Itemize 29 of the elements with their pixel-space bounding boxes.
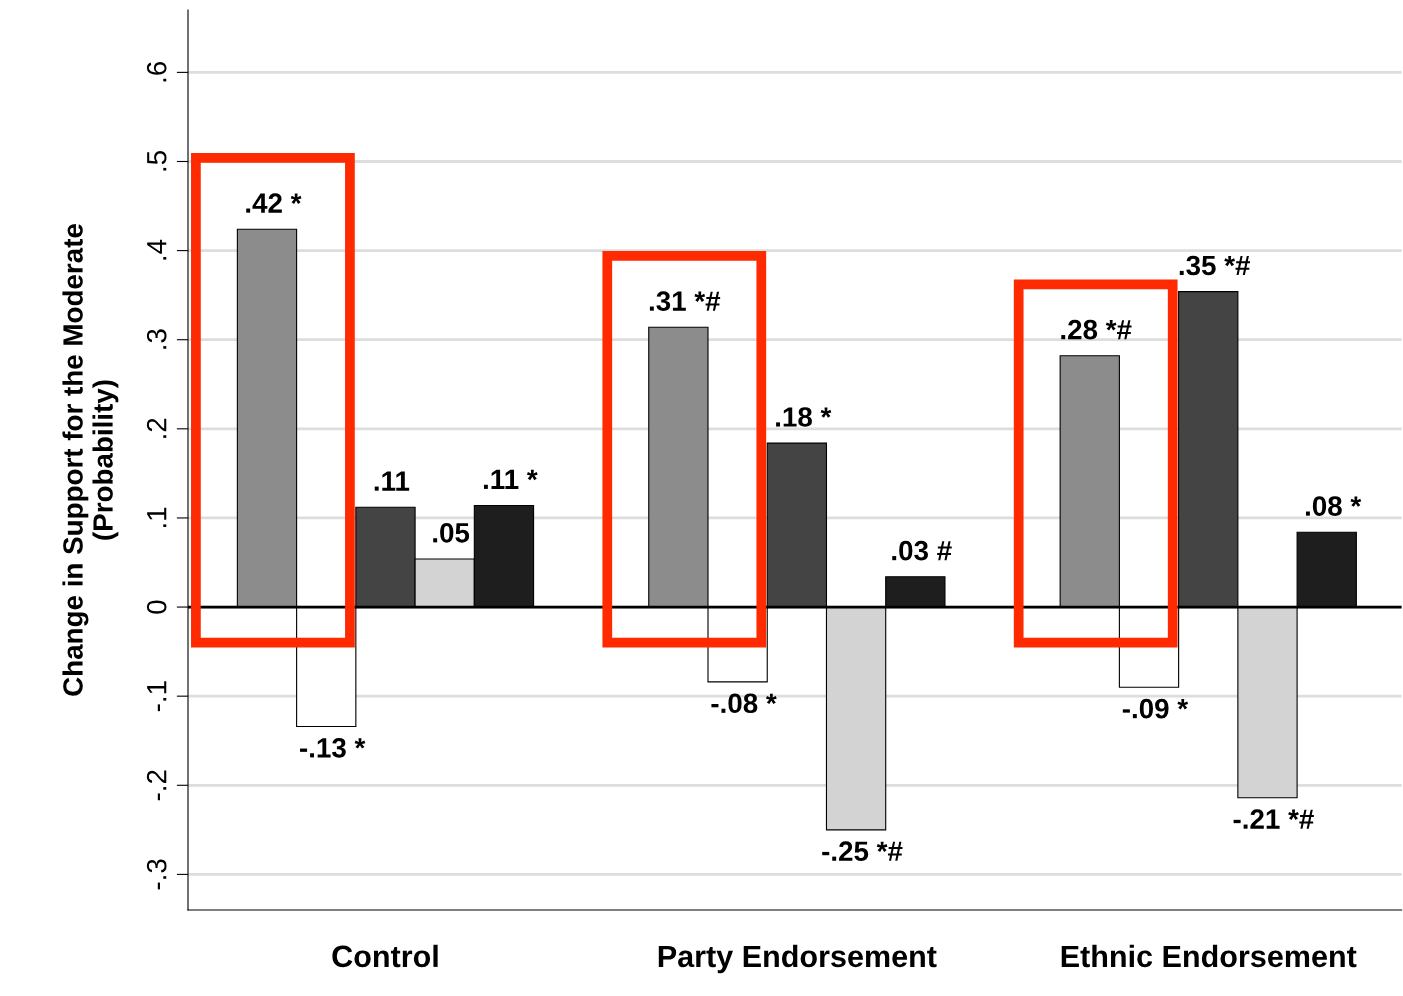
y-tick-label: .1 — [147, 507, 167, 527]
data-label: -.08 * — [711, 693, 777, 714]
y-tick-label: .3 — [146, 329, 167, 349]
data-label: .08 * — [1305, 496, 1362, 516]
data-label: .42 * — [246, 193, 302, 213]
data-label: -.13 * — [300, 738, 366, 758]
y-tick-label: -.1 — [147, 681, 167, 712]
y-tick-label: .4 — [147, 239, 167, 260]
data-label: .31 *# — [649, 291, 721, 311]
x-tick-label: Ethnic Endorsement — [1061, 944, 1357, 968]
data-label: -.21 *# — [1233, 809, 1314, 829]
data-label: -.25 *# — [822, 841, 903, 862]
data-label: .35 *# — [1179, 255, 1251, 276]
y-tick-label: -.3 — [146, 859, 167, 890]
data-label: .18 * — [776, 407, 832, 427]
data-label: -.09 * — [1122, 698, 1189, 719]
x-tick-label: Party Endorsement — [658, 944, 937, 974]
y-tick-label: .6 — [146, 62, 167, 82]
x-tick-label: Control — [332, 944, 438, 968]
y-axis-title: Change in Support for the Moderate (Probability) — [62, 224, 119, 696]
data-label: .28 *# — [1061, 319, 1132, 340]
data-label: .11 — [374, 471, 410, 491]
data-label: .11 * — [483, 469, 538, 489]
y-tick-label: .5 — [147, 151, 167, 171]
y-tick-label: .2 — [146, 418, 167, 438]
y-tick-label: 0 — [146, 600, 167, 614]
y-tick-label: -.2 — [146, 770, 167, 801]
data-label: .05 — [433, 522, 470, 543]
data-label: .03 # — [892, 540, 952, 561]
